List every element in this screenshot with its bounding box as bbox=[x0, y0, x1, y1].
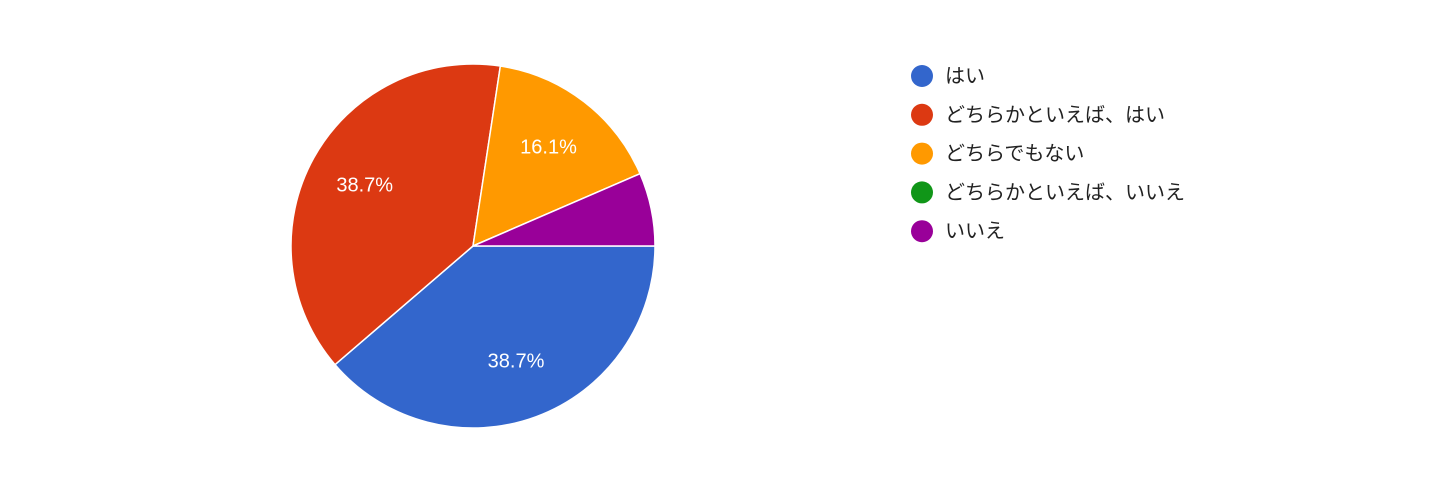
slice-label: 38.7% bbox=[488, 350, 545, 372]
slice-label: 38.7% bbox=[336, 174, 393, 196]
legend-marker bbox=[911, 142, 933, 165]
slice-label: 16.1% bbox=[520, 136, 577, 158]
pie-slice bbox=[472, 172, 656, 247]
legend-marker bbox=[911, 103, 933, 126]
legend-text: はい bbox=[945, 64, 985, 88]
legend-marker bbox=[911, 181, 933, 204]
pie-slice bbox=[472, 65, 642, 248]
legend-marker bbox=[911, 220, 933, 243]
legend-marker bbox=[911, 65, 933, 87]
legend-text: いいえ bbox=[945, 219, 1005, 243]
pie-slice bbox=[290, 63, 502, 366]
legend-text: どちらかといえば、いいえ bbox=[945, 180, 1185, 204]
legend-text: どちらかといえば、はい bbox=[945, 102, 1165, 126]
legend-text: どちらでもない bbox=[945, 141, 1084, 165]
pie-slice bbox=[333, 245, 656, 429]
